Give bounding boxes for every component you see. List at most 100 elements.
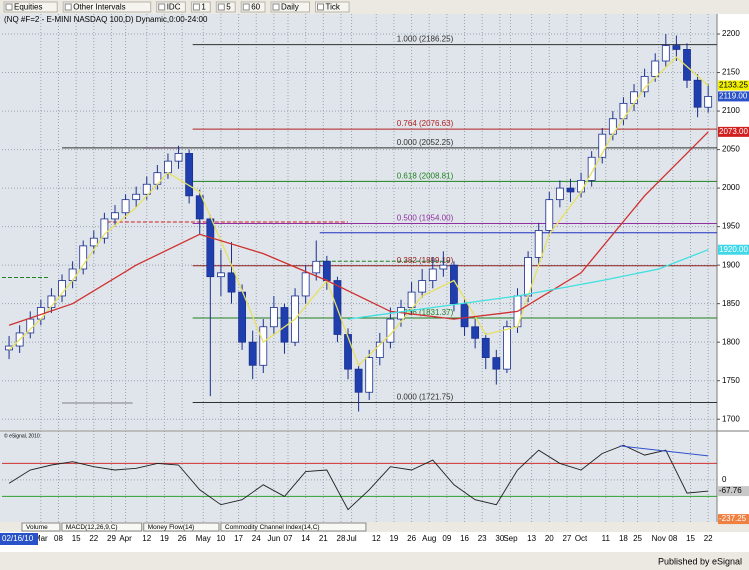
x-tick-label: 19 [389, 534, 398, 543]
start-date-box [0, 533, 38, 545]
candle-body [503, 326, 511, 370]
indicator-line [619, 445, 709, 457]
candle-body [174, 153, 183, 162]
candle-body [428, 268, 437, 281]
tab-label: Volume [26, 524, 48, 531]
candle-body [354, 368, 363, 393]
toolbar-button[interactable] [3, 1, 58, 13]
x-tick-label: 28 [337, 534, 346, 543]
x-tick-label: 30 [495, 534, 504, 543]
candle-body [100, 218, 109, 239]
price-marker [718, 126, 749, 137]
x-tick-label: 23 [478, 534, 487, 543]
toolbar-button[interactable] [62, 1, 152, 13]
candle-body [587, 156, 596, 181]
candle-body [132, 193, 141, 201]
tab[interactable] [21, 522, 61, 532]
candle-body [481, 337, 490, 358]
x-tick-label: 27 [562, 534, 571, 543]
toolbar-icon [217, 3, 225, 11]
toolbar-button[interactable] [156, 1, 186, 13]
x-tick-label: 18 [619, 534, 628, 543]
toolbar-button[interactable] [270, 1, 310, 13]
x-tick-label: 12 [142, 534, 151, 543]
toolbar-button[interactable] [240, 1, 266, 13]
x-tick-label: 16 [460, 534, 469, 543]
y-tick-label: 0 [722, 475, 727, 484]
toolbar-button[interactable] [190, 1, 211, 13]
candle-body [619, 102, 628, 120]
candle-body [439, 264, 448, 270]
x-tick-label: 15 [72, 534, 81, 543]
candle-body [651, 60, 660, 77]
start-date: 02/16/10 [2, 534, 34, 543]
indicator-line [8, 131, 709, 326]
candle-body [5, 345, 13, 351]
candle-body [238, 291, 246, 343]
x-tick-label: 29 [107, 534, 116, 543]
toolbar-icon [242, 3, 250, 11]
x-tick-label: 26 [407, 534, 416, 543]
toolbar-icon [64, 3, 72, 11]
x-tick-label: 21 [319, 534, 328, 543]
candle-body [301, 272, 310, 297]
candle-body [195, 195, 204, 220]
candle-body [566, 187, 575, 193]
fib-label: 0.618 (2008.81) [397, 171, 454, 180]
x-tick-label: Sep [503, 534, 518, 543]
fib-label: 0.500 (1954.00) [397, 214, 454, 223]
toolbar-icon [5, 3, 13, 11]
candle-body [89, 237, 98, 247]
y-tick-label: 2100 [722, 106, 740, 115]
fib-label: 1.000 (2186.25) [397, 35, 454, 44]
candle-body [450, 264, 458, 305]
fib-label: 0.000 (2052.25) [397, 138, 454, 147]
x-tick-label: 25 [633, 534, 642, 543]
x-tick-label: 07 [284, 534, 293, 543]
fib-label: 0.000 (1721.75) [397, 393, 454, 402]
y-tick-label: 1800 [722, 337, 740, 346]
x-tick-label: 22 [89, 534, 98, 543]
toolbar-label: Other Intervals [73, 3, 125, 12]
x-tick-label: 19 [160, 534, 169, 543]
candle-body [79, 245, 88, 270]
chart-title: (NQ #F=2 - E-MINI NASDAQ 100,D) Dynamic,… [4, 15, 208, 24]
candle-body [683, 49, 691, 81]
price-marker-label: 2119.00 [719, 92, 748, 101]
toolbar-label: Tick [326, 3, 341, 12]
toolbar-label: Equities [14, 3, 42, 12]
candle-body [248, 341, 257, 366]
tab[interactable] [143, 522, 220, 532]
toolbar [0, 0, 749, 14]
tab[interactable] [220, 522, 367, 532]
y-tick-label: 2000 [722, 183, 740, 192]
x-tick-label: 10 [216, 534, 225, 543]
price-marker [718, 486, 749, 497]
candle-body [68, 268, 77, 281]
candle-body [142, 183, 151, 195]
tab[interactable] [61, 522, 143, 532]
x-tick-label: 20 [545, 534, 554, 543]
footer: Published by eSignal [658, 556, 742, 566]
price-marker [718, 91, 749, 102]
x-tick-label: 26 [178, 534, 187, 543]
candle-body [206, 218, 215, 278]
x-tick-label: 14 [301, 534, 310, 543]
candle-body [545, 199, 554, 231]
x-tick-label: 22 [704, 534, 713, 543]
price-marker-label: 1920.00 [719, 245, 748, 254]
x-tick-label: 08 [668, 534, 677, 543]
price-marker [718, 244, 749, 255]
y-tick-label: 1750 [722, 376, 740, 385]
candle-body [418, 280, 427, 293]
toolbar-button[interactable] [215, 1, 236, 13]
candle-body [227, 272, 236, 293]
toolbar-label: 5 [226, 3, 231, 12]
watermark: © eSignal, 2010 [4, 432, 40, 439]
toolbar-button[interactable] [315, 1, 350, 13]
candle-body [471, 326, 480, 339]
x-tick-label: 08 [54, 534, 63, 543]
indicator-line [8, 56, 709, 367]
date-axis [0, 532, 749, 546]
candle-body [661, 45, 670, 62]
